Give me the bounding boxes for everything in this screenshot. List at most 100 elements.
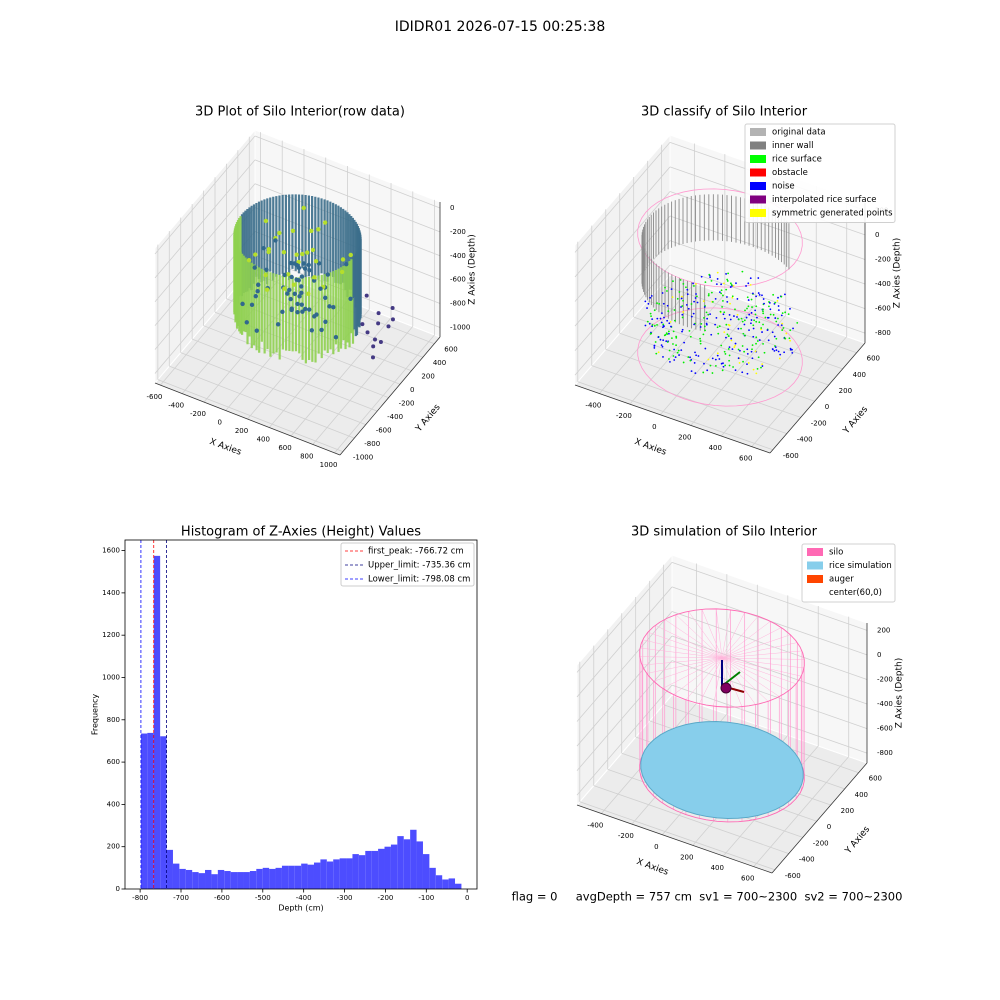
point — [758, 339, 761, 341]
grid-line — [574, 142, 671, 253]
point — [761, 294, 763, 297]
point — [732, 284, 735, 287]
point — [669, 320, 672, 323]
point — [746, 353, 749, 355]
point — [767, 316, 770, 319]
legend-box — [744, 123, 896, 223]
point — [752, 324, 755, 327]
point — [664, 286, 666, 289]
y-tick-label: 200 — [107, 843, 120, 851]
point — [737, 357, 740, 360]
point — [306, 291, 311, 296]
point — [796, 321, 799, 324]
bar — [140, 733, 148, 889]
z-tick-label: 0 — [875, 231, 879, 239]
point — [751, 344, 754, 346]
subplot-title: 3D Plot of Silo Interior(row data) — [195, 105, 405, 120]
y-tick-label: 200 — [421, 373, 434, 381]
point — [747, 299, 750, 301]
point — [723, 317, 726, 320]
point — [760, 328, 763, 331]
bar — [179, 868, 186, 889]
point — [738, 362, 741, 364]
point — [706, 317, 709, 320]
point — [693, 362, 696, 364]
point — [728, 313, 731, 316]
point — [723, 350, 726, 353]
point — [656, 317, 659, 320]
x-tick-label: 0 — [652, 423, 656, 431]
point — [662, 339, 665, 342]
point — [693, 285, 695, 287]
silo-roof — [721, 657, 802, 677]
legend-swatch — [750, 141, 766, 150]
point — [670, 288, 673, 291]
bar — [448, 878, 456, 889]
point — [777, 317, 779, 320]
z-tick-label: -800 — [450, 300, 466, 308]
point — [688, 329, 691, 332]
x-tick-label: 200 — [680, 853, 693, 861]
x-tick-label: 0 — [218, 419, 222, 427]
legend-swatch — [750, 128, 766, 136]
point — [777, 309, 780, 312]
grid-line — [671, 684, 868, 754]
x-tick-label: -400 — [296, 894, 312, 902]
x-tick-label: -400 — [587, 822, 603, 830]
point — [651, 325, 654, 328]
point — [699, 340, 702, 342]
legend-box — [340, 542, 475, 587]
point — [670, 325, 672, 328]
grid-line — [576, 660, 673, 771]
point — [305, 250, 310, 255]
point — [681, 313, 684, 316]
legend-label: interpolated rice surface — [772, 195, 877, 205]
point — [661, 292, 664, 294]
point — [746, 296, 749, 299]
point — [682, 361, 685, 364]
point — [756, 367, 759, 370]
point — [782, 327, 785, 329]
point — [739, 349, 741, 352]
point — [733, 346, 736, 349]
point — [719, 310, 722, 313]
point — [776, 299, 779, 302]
plot-frame — [124, 539, 478, 890]
x-tick-label: 0 — [654, 843, 658, 851]
point — [675, 336, 678, 339]
y-axis — [771, 762, 868, 874]
point — [244, 320, 249, 325]
point — [718, 291, 721, 294]
point — [685, 286, 687, 289]
x-tick-label: -500 — [255, 894, 271, 902]
point — [676, 297, 679, 300]
point — [729, 282, 732, 285]
point — [754, 350, 757, 353]
bar — [262, 867, 270, 889]
point — [709, 276, 711, 279]
x-tick-label: -600 — [146, 393, 162, 401]
grid-line — [154, 183, 256, 303]
point — [654, 341, 657, 343]
point — [682, 311, 685, 313]
point — [694, 351, 696, 354]
point — [666, 319, 669, 322]
silo-roof — [721, 657, 743, 707]
point — [256, 282, 261, 287]
point — [307, 268, 312, 273]
point — [249, 302, 255, 308]
point — [730, 283, 733, 286]
point — [679, 279, 682, 281]
point — [775, 320, 778, 323]
silo-roof — [721, 657, 756, 705]
point — [744, 334, 747, 337]
bar — [403, 839, 411, 889]
point — [742, 360, 744, 363]
point — [762, 310, 764, 313]
x-tick-label: 600 — [278, 444, 291, 452]
point — [755, 320, 758, 323]
bar — [422, 854, 430, 889]
point — [695, 295, 698, 298]
point — [715, 283, 718, 286]
y-tick-label: 600 — [444, 346, 457, 354]
